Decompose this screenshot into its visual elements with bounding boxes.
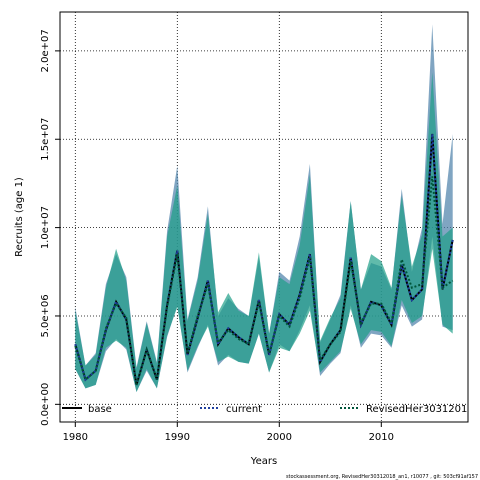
y-axis-label: Recruits (age 1) [14, 177, 25, 257]
y-tick-label: 0.0e+00 [40, 383, 51, 426]
y-tick-label: 2.0e+07 [40, 29, 51, 72]
x-tick-label: 1990 [165, 432, 190, 443]
y-tick-label: 1.5e+07 [40, 118, 51, 161]
legend-label: current [226, 404, 262, 415]
x-axis-label: Years [250, 456, 277, 467]
y-tick-label: 1.0e+07 [40, 206, 51, 249]
series-line [74, 176, 454, 386]
footer: stockassessment.org, RevisedHer30312018_… [286, 474, 478, 480]
confidence-band [75, 72, 453, 392]
legend-label: RevisedHer3031201 [366, 404, 467, 415]
x-tick-label: 2010 [369, 432, 394, 443]
x-tick-label: 2000 [267, 432, 292, 443]
x-tick-label: 1980 [63, 432, 88, 443]
y-tick-label: 5.0e+06 [40, 294, 51, 337]
plot-frame [59, 11, 469, 423]
legend-label: base [88, 404, 112, 415]
